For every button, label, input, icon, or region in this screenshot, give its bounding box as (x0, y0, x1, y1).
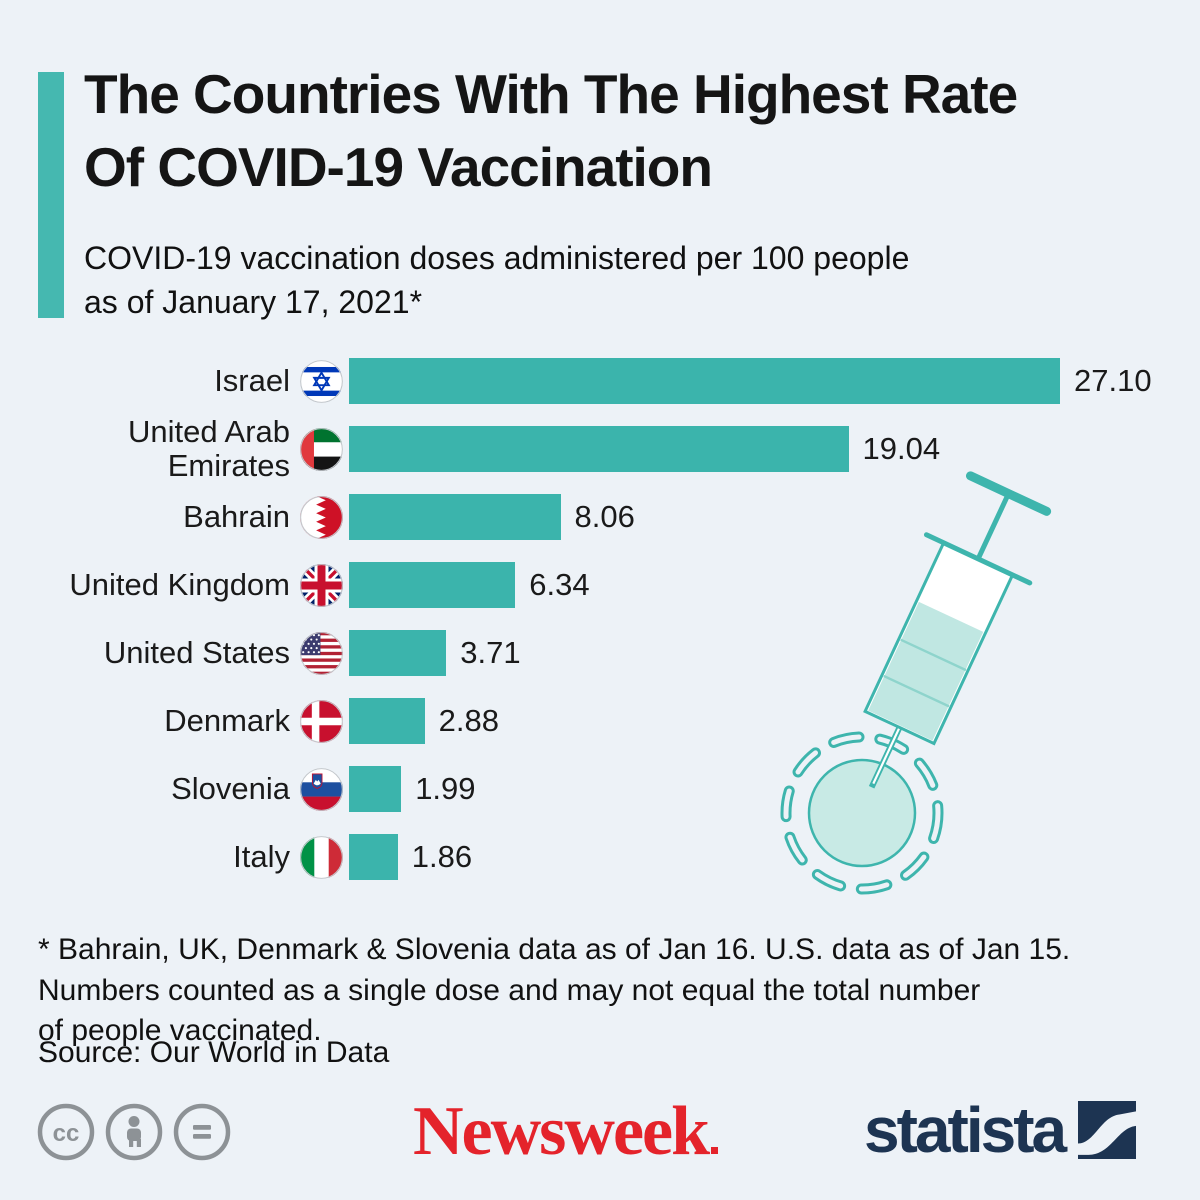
footnote-line-2: Numbers counted as a single dose and may… (38, 973, 981, 1007)
footnote: * Bahrain, UK, Denmark & Slovenia data a… (38, 930, 1118, 1052)
accent-bar (38, 72, 64, 318)
denmark-flag-icon (300, 699, 343, 743)
virus-body (807, 758, 917, 868)
bar-united-kingdom (349, 562, 516, 608)
united-states-flag-icon (300, 631, 343, 675)
bar-denmark (349, 698, 425, 744)
footnote-line-1: * Bahrain, UK, Denmark & Slovenia data a… (38, 933, 1071, 966)
bar-chart: Israel 27.10 United Arab Emirates (38, 347, 1162, 891)
chart-row-bahrain: Bahrain 8.06 (38, 483, 1162, 551)
newsweek-logo: Newsweek (413, 1092, 718, 1172)
chart-row-united-states: United States (38, 619, 1162, 687)
bar-value-label: 3.71 (460, 635, 521, 670)
statista-logo: statista (864, 1094, 1137, 1166)
title-line-2: Of COVID-19 Vaccination (84, 136, 713, 199)
cc-icon (37, 1103, 95, 1161)
subtitle-line-2: as of January 17, 2021* (84, 284, 423, 321)
bar-value-label: 6.34 (529, 567, 590, 602)
source-text: Source: Our World in Data (38, 1036, 390, 1069)
country-label: United States (103, 634, 290, 670)
country-label: United Kingdom (69, 566, 290, 602)
bar-value-label: 27.10 (1074, 363, 1152, 398)
chart-row-italy: Italy 1.86 (38, 823, 1162, 891)
bar-value-label: 1.99 (415, 771, 476, 806)
attribution-person-icon (105, 1103, 163, 1161)
bar-bahrain (349, 494, 561, 540)
statista-swoosh-icon (1078, 1101, 1137, 1159)
chart-row-slovenia: Slovenia 1.99 (38, 755, 1162, 823)
country-label: Bahrain (183, 498, 290, 534)
bar-value-label: 8.06 (574, 499, 635, 534)
united-kingdom-flag-icon (300, 563, 343, 607)
country-label: Slovenia (171, 770, 290, 806)
page-title: The Countries With The Highest Rate Of C… (84, 58, 1164, 204)
creative-commons-license-icons: cc (36, 1102, 232, 1167)
country-label: United Arab Emirates (128, 413, 290, 483)
chart-row-israel: Israel 27.10 (38, 347, 1162, 415)
country-label: Israel (214, 362, 290, 398)
chart-row-united-kingdom: United Kingdom 6.34 (38, 551, 1162, 619)
bar-united-states (349, 630, 447, 676)
footnote-line-3: of people vaccinated. (38, 1014, 322, 1047)
bar-israel (349, 358, 1060, 404)
bar-united-arab-emirates (349, 426, 849, 472)
bar-value-label: 19.04 (862, 431, 941, 466)
chart-row-uae: United Arab Emirates 19.04 (38, 413, 1162, 483)
statista-logo-text: statista (864, 1094, 1067, 1166)
country-label: Italy (233, 838, 290, 874)
bahrain-flag-icon (300, 495, 343, 539)
svg-text:cc: cc (53, 1120, 80, 1147)
bar-slovenia (349, 766, 402, 812)
syringe-virus-illustration (740, 428, 1080, 898)
slovenia-flag-icon (300, 767, 343, 811)
bar-value-label: 1.86 (411, 839, 473, 874)
chart-subtitle: COVID-19 vaccination doses administered … (84, 236, 1044, 324)
title-line-1: The Countries With The Highest Rate (84, 63, 1018, 125)
bar-italy (349, 834, 398, 880)
subtitle-line-1: COVID-19 vaccination doses administered … (84, 240, 910, 276)
bar-value-label: 2.88 (438, 703, 499, 738)
country-label: Denmark (164, 702, 290, 738)
equals-icon (173, 1103, 231, 1161)
israel-flag-icon (300, 359, 343, 403)
united-arab-emirates-flag-icon (300, 427, 343, 471)
chart-row-denmark: Denmark 2.88 (38, 687, 1162, 755)
italy-flag-icon (300, 835, 343, 879)
